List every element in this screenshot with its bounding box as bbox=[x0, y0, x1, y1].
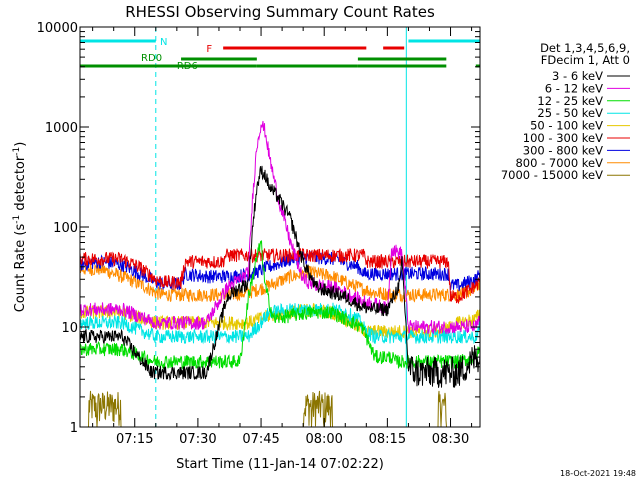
y-label-mid: detector bbox=[13, 155, 28, 215]
flag-bars: N F RD0 RD6 bbox=[80, 37, 480, 72]
plot-frame bbox=[79, 26, 481, 428]
x-tick-label-4: 08:15 bbox=[369, 432, 406, 447]
legend-label-50-100-kev: 50 - 100 keV bbox=[530, 119, 603, 133]
y-tick-label-4: 10000 bbox=[37, 21, 78, 36]
legend-label-3-6-kev: 3 - 6 keV bbox=[552, 69, 603, 83]
flag-label-rd0: RD0 bbox=[141, 53, 162, 64]
legend-header-line-2: FDecim 1, Att 0 bbox=[541, 53, 630, 67]
flag-label-n: N bbox=[160, 37, 167, 48]
footer-timestamp: 18-Oct-2021 19:48 bbox=[560, 469, 636, 478]
y-label-sup2: -1 bbox=[12, 147, 22, 156]
legend-label-800-7000-kev: 800 - 7000 keV bbox=[515, 156, 603, 170]
series-line-6-12-kev bbox=[80, 120, 480, 334]
y-tick-label-0: 1 bbox=[70, 421, 78, 436]
x-tick-label-3: 08:00 bbox=[305, 432, 342, 447]
plot-area bbox=[80, 27, 480, 427]
series-line-25-50-kev bbox=[80, 302, 480, 346]
legend-header-line-1: Det 1,3,4,5,6,9, bbox=[540, 41, 630, 55]
y-label-end: ) bbox=[13, 142, 28, 147]
x-tick-label-0: 07:15 bbox=[116, 432, 153, 447]
y-tick-label-3: 1000 bbox=[45, 121, 78, 136]
y-label-sup1: -1 bbox=[12, 215, 22, 224]
legend-label-12-25-kev: 12 - 25 keV bbox=[537, 94, 603, 108]
series-line-300-800-kev bbox=[80, 250, 480, 292]
chart-title: RHESSI Observing Summary Count Rates bbox=[125, 3, 435, 21]
y-axis-label: Count Rate (s-1 detector-1) bbox=[12, 142, 28, 313]
y-tick-label-2: 100 bbox=[53, 221, 78, 236]
x-tick-label-1: 07:30 bbox=[179, 432, 216, 447]
legend-label-7000-15000-kev: 7000 - 15000 keV bbox=[501, 168, 603, 182]
x-tick-label-5: 08:30 bbox=[432, 432, 469, 447]
legend-label-100-300-kev: 100 - 300 keV bbox=[523, 131, 603, 145]
x-tick-label-2: 07:45 bbox=[242, 432, 279, 447]
series-line-3-6-kev bbox=[80, 165, 480, 388]
flag-label-f: F bbox=[206, 44, 212, 55]
legend-label-300-800-kev: 300 - 800 keV bbox=[523, 143, 603, 157]
y-label-main: Count Rate (s bbox=[13, 224, 28, 313]
axis-ticks: 07:15 07:30 07:45 08:00 08:15 08:30 1 10 100 1000… bbox=[37, 21, 480, 447]
series-line-800-7000-kev bbox=[80, 262, 480, 304]
x-axis-label: Start Time (11-Jan-14 07:02:22) bbox=[176, 457, 384, 472]
legend-label-6-12-kev: 6 - 12 keV bbox=[545, 81, 603, 95]
legend: Det 1,3,4,5,6,9, FDecim 1, Att 0 3 - 6 k… bbox=[501, 41, 630, 182]
flag-label-rd6: RD6 bbox=[177, 61, 198, 72]
legend-label-25-50-kev: 25 - 50 keV bbox=[537, 106, 603, 120]
series-line-100-300-kev bbox=[80, 247, 480, 305]
y-tick-label-1: 10 bbox=[61, 321, 78, 336]
